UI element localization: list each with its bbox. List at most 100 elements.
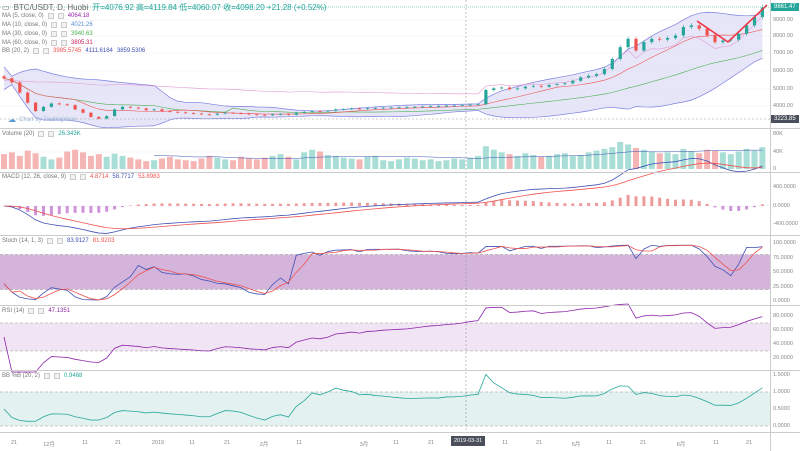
macd-histogram-bar — [160, 203, 164, 206]
candle-down — [318, 111, 322, 112]
macd-tick: 0.0000 — [773, 203, 790, 209]
settings-button[interactable] — [43, 48, 50, 54]
candle-up — [721, 40, 725, 43]
macd-histogram-bar — [658, 197, 662, 206]
cloud-icon: ☁ — [8, 115, 16, 124]
candle-up — [365, 108, 369, 109]
ma5-value: 4064.18 — [67, 13, 90, 19]
candle-up — [389, 107, 393, 109]
bb-label: BB (20, 2) — [2, 48, 30, 54]
settings-button[interactable] — [61, 40, 68, 46]
visibility-button[interactable] — [28, 308, 35, 314]
volume-bar — [625, 144, 632, 169]
trend-line-drawing[interactable] — [696, 4, 768, 44]
stoch-d-line — [3, 244, 763, 301]
macd-histogram-bar — [531, 201, 535, 206]
legend-ma30[interactable]: MA (30, close, 0) 3940.63 — [2, 31, 93, 37]
settings-button[interactable] — [80, 174, 87, 180]
stoch-tick: 75.0000 — [773, 255, 793, 261]
symbol-legend[interactable]: ▭ BTC/USDT, D, Huobi 开=4076.92 高=4119.84… — [2, 2, 327, 13]
ma30-line — [3, 50, 763, 114]
candle-up — [587, 75, 591, 78]
time-tick: 3月 — [359, 442, 369, 448]
candle-down — [81, 109, 85, 113]
trend-line[interactable] — [696, 4, 768, 44]
candle-down — [176, 111, 180, 113]
macd-histogram-bar — [152, 203, 156, 206]
macd-histogram-bar — [713, 206, 717, 208]
macd-histogram-bar — [373, 203, 377, 206]
volume-bar — [40, 156, 47, 169]
macd-histogram-bar — [689, 199, 693, 206]
volume-bar — [356, 159, 363, 169]
volume-bar — [735, 151, 742, 169]
macd-histogram-bar — [294, 203, 298, 206]
visibility-button[interactable] — [47, 13, 54, 19]
legend-rsi[interactable]: RSI (14) 47.1351 — [2, 308, 70, 314]
candle-up — [271, 114, 275, 116]
visibility-button[interactable] — [51, 40, 58, 46]
macd-histogram-bar — [342, 202, 346, 206]
settings-button[interactable] — [61, 22, 68, 28]
macd-histogram-bar — [697, 201, 701, 206]
volume-bar — [301, 152, 308, 169]
legend-volume[interactable]: Volume (20) 26.343K — [2, 131, 81, 137]
legend-macd[interactable]: MACD (12, 26, close, 9) 4.8714 58.7717 53.8… — [2, 174, 160, 180]
candle-up — [745, 25, 749, 34]
visibility-button[interactable] — [33, 48, 40, 54]
visibility-button[interactable] — [38, 131, 45, 137]
collapse-icon[interactable]: ▭ — [2, 3, 10, 12]
volume-bar — [135, 159, 142, 169]
settings-button[interactable] — [48, 131, 55, 137]
bb-lower-line — [3, 57, 763, 129]
macd-histogram-bar — [381, 203, 385, 206]
volume-ma-line — [154, 149, 763, 159]
visibility-button[interactable] — [51, 22, 58, 28]
settings-button[interactable] — [38, 308, 45, 314]
settings-button[interactable] — [61, 31, 68, 37]
volume-bar — [514, 155, 521, 169]
rsi-band — [0, 323, 770, 351]
bb-upper-value: 4111.6184 — [85, 48, 113, 54]
macd-histogram-bar — [334, 202, 338, 206]
visibility-button[interactable] — [51, 31, 58, 37]
candle-up — [594, 74, 599, 76]
legend-ma10[interactable]: MA (10, close, 0) 4021.26 — [2, 22, 93, 28]
macd-histogram-bar — [97, 206, 101, 213]
candle-down — [697, 25, 701, 29]
watermark-text: Chart by TradingView — [19, 116, 77, 123]
candle-up — [223, 112, 227, 114]
bb-lower-value: 3859.5306 — [116, 48, 146, 54]
volume-bar — [459, 159, 466, 169]
bbpb-tick: 1.5000 — [773, 372, 790, 378]
macd-histogram-bar — [286, 203, 290, 206]
volume-bar — [32, 153, 39, 169]
candle-up — [413, 106, 417, 108]
settings-button[interactable] — [57, 238, 64, 244]
volume-bar — [688, 151, 695, 169]
legend-ma60[interactable]: MA (60, close, 0) 3805.31 — [2, 40, 93, 46]
macd-histogram-bar — [57, 206, 61, 215]
legend-bbpb[interactable]: BB %B (20, 2) 0.9468 — [2, 373, 82, 379]
legend-stoch[interactable]: Stoch (14, 1, 3) 83.9127 81.9203 — [2, 238, 114, 244]
visibility-button[interactable] — [47, 238, 54, 244]
watermark[interactable]: ☁ Chart by TradingView — [8, 115, 76, 124]
macd-histogram-bar — [81, 206, 85, 213]
volume-bar — [380, 160, 387, 169]
candle-up — [302, 111, 306, 113]
legend-ma5[interactable]: MA (5, close, 0) 4064.18 — [2, 13, 89, 19]
settings-button[interactable] — [54, 373, 61, 379]
candle-up — [278, 114, 283, 115]
visibility-button[interactable] — [70, 174, 77, 180]
visibility-button[interactable] — [44, 373, 51, 379]
legend-bb[interactable]: BB (20, 2) 3985.5745 4111.6184 3859.5306 — [2, 48, 145, 54]
settings-button[interactable] — [57, 13, 64, 19]
price-tick: 4000.00 — [773, 103, 793, 109]
candle-down — [10, 78, 14, 83]
ohlc-values: 开=4076.92 高=4119.84 低=4060.07 收=4098.20 … — [92, 3, 327, 12]
volume-bar — [704, 149, 711, 169]
candle-down — [26, 92, 30, 103]
volume-bar — [490, 149, 497, 169]
